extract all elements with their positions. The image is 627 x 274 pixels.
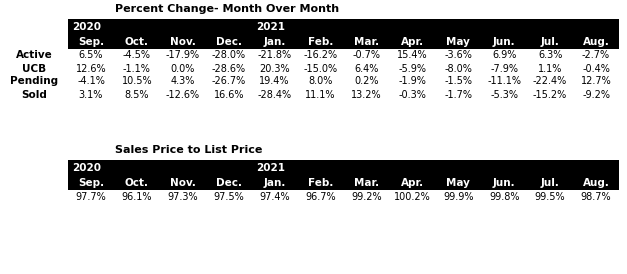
Text: 19.4%: 19.4% — [260, 76, 290, 87]
Text: 97.7%: 97.7% — [76, 192, 107, 201]
Text: -26.7%: -26.7% — [211, 76, 246, 87]
Text: 99.2%: 99.2% — [351, 192, 382, 201]
Bar — [68, 35, 619, 49]
Text: 99.5%: 99.5% — [535, 192, 566, 201]
Text: 97.3%: 97.3% — [167, 192, 198, 201]
Text: 8.0%: 8.0% — [308, 76, 333, 87]
Text: Dec.: Dec. — [216, 37, 241, 47]
Text: 0.2%: 0.2% — [354, 76, 379, 87]
Text: -8.0%: -8.0% — [445, 64, 472, 73]
Text: UCB: UCB — [22, 64, 46, 73]
Text: Nov.: Nov. — [170, 178, 196, 188]
Text: Mar.: Mar. — [354, 178, 379, 188]
Text: 10.5%: 10.5% — [122, 76, 152, 87]
Text: 16.6%: 16.6% — [213, 90, 244, 99]
Text: -12.6%: -12.6% — [166, 90, 200, 99]
Text: -1.9%: -1.9% — [398, 76, 426, 87]
Bar — [68, 176, 619, 190]
Text: Pending: Pending — [10, 76, 58, 87]
Text: -28.4%: -28.4% — [258, 90, 292, 99]
Text: -0.3%: -0.3% — [398, 90, 426, 99]
Text: 20.3%: 20.3% — [260, 64, 290, 73]
Text: Sep.: Sep. — [78, 178, 104, 188]
Text: -4.1%: -4.1% — [77, 76, 105, 87]
Text: 6.5%: 6.5% — [79, 50, 103, 61]
Text: Sep.: Sep. — [78, 37, 104, 47]
Text: -9.2%: -9.2% — [582, 90, 610, 99]
Text: 99.8%: 99.8% — [489, 192, 519, 201]
Text: Jan.: Jan. — [263, 178, 286, 188]
Text: 2021: 2021 — [256, 163, 285, 173]
Text: 11.1%: 11.1% — [305, 90, 336, 99]
Text: 96.7%: 96.7% — [305, 192, 336, 201]
Text: -11.1%: -11.1% — [487, 76, 521, 87]
Text: Oct.: Oct. — [125, 178, 149, 188]
Text: -0.7%: -0.7% — [352, 50, 381, 61]
Text: -22.4%: -22.4% — [533, 76, 567, 87]
Text: 3.1%: 3.1% — [79, 90, 103, 99]
Text: 100.2%: 100.2% — [394, 192, 431, 201]
Text: Jan.: Jan. — [263, 37, 286, 47]
Bar — [68, 160, 619, 176]
Text: Apr.: Apr. — [401, 37, 424, 47]
Text: -16.2%: -16.2% — [303, 50, 337, 61]
Text: 6.9%: 6.9% — [492, 50, 517, 61]
Text: May: May — [446, 37, 470, 47]
Text: 96.1%: 96.1% — [122, 192, 152, 201]
Text: 97.5%: 97.5% — [213, 192, 244, 201]
Text: 97.4%: 97.4% — [260, 192, 290, 201]
Text: 13.2%: 13.2% — [351, 90, 382, 99]
Text: -1.7%: -1.7% — [445, 90, 472, 99]
Text: Apr.: Apr. — [401, 178, 424, 188]
Text: -15.0%: -15.0% — [303, 64, 337, 73]
Text: 98.7%: 98.7% — [581, 192, 611, 201]
Text: -4.5%: -4.5% — [123, 50, 151, 61]
Text: Feb.: Feb. — [308, 178, 333, 188]
Text: 6.4%: 6.4% — [354, 64, 379, 73]
Text: Percent Change- Month Over Month: Percent Change- Month Over Month — [115, 4, 339, 14]
Text: Jul.: Jul. — [540, 37, 559, 47]
Text: 12.7%: 12.7% — [581, 76, 611, 87]
Text: Aug.: Aug. — [582, 37, 609, 47]
Text: -17.9%: -17.9% — [166, 50, 200, 61]
Text: -3.6%: -3.6% — [445, 50, 472, 61]
Text: Mar.: Mar. — [354, 37, 379, 47]
Text: Sales Price to List Price: Sales Price to List Price — [115, 145, 262, 155]
Text: Dec.: Dec. — [216, 178, 241, 188]
Text: 1.1%: 1.1% — [538, 64, 562, 73]
Text: Oct.: Oct. — [125, 37, 149, 47]
Text: 15.4%: 15.4% — [397, 50, 428, 61]
Text: -2.7%: -2.7% — [582, 50, 610, 61]
Text: 8.5%: 8.5% — [125, 90, 149, 99]
Text: 2021: 2021 — [256, 22, 285, 32]
Text: May: May — [446, 178, 470, 188]
Text: -7.9%: -7.9% — [490, 64, 518, 73]
Text: -28.0%: -28.0% — [212, 50, 246, 61]
Text: -0.4%: -0.4% — [582, 64, 610, 73]
Text: -15.2%: -15.2% — [533, 90, 567, 99]
Text: -28.6%: -28.6% — [212, 64, 246, 73]
Text: -1.1%: -1.1% — [123, 64, 151, 73]
Text: Jul.: Jul. — [540, 178, 559, 188]
Text: 2020: 2020 — [72, 163, 101, 173]
Text: -5.9%: -5.9% — [398, 64, 426, 73]
Text: 0.0%: 0.0% — [171, 64, 195, 73]
Text: 99.9%: 99.9% — [443, 192, 473, 201]
Text: 6.3%: 6.3% — [538, 50, 562, 61]
Text: Nov.: Nov. — [170, 37, 196, 47]
Text: Jun.: Jun. — [493, 37, 515, 47]
Text: 2020: 2020 — [72, 22, 101, 32]
Text: -5.3%: -5.3% — [490, 90, 518, 99]
Text: Feb.: Feb. — [308, 37, 333, 47]
Text: Jun.: Jun. — [493, 178, 515, 188]
Text: 4.3%: 4.3% — [171, 76, 195, 87]
Text: 12.6%: 12.6% — [76, 64, 106, 73]
Text: Sold: Sold — [21, 90, 47, 99]
Text: Aug.: Aug. — [582, 178, 609, 188]
Text: -1.5%: -1.5% — [445, 76, 472, 87]
Text: -21.8%: -21.8% — [258, 50, 292, 61]
Text: Active: Active — [16, 50, 53, 61]
Bar — [68, 19, 619, 35]
